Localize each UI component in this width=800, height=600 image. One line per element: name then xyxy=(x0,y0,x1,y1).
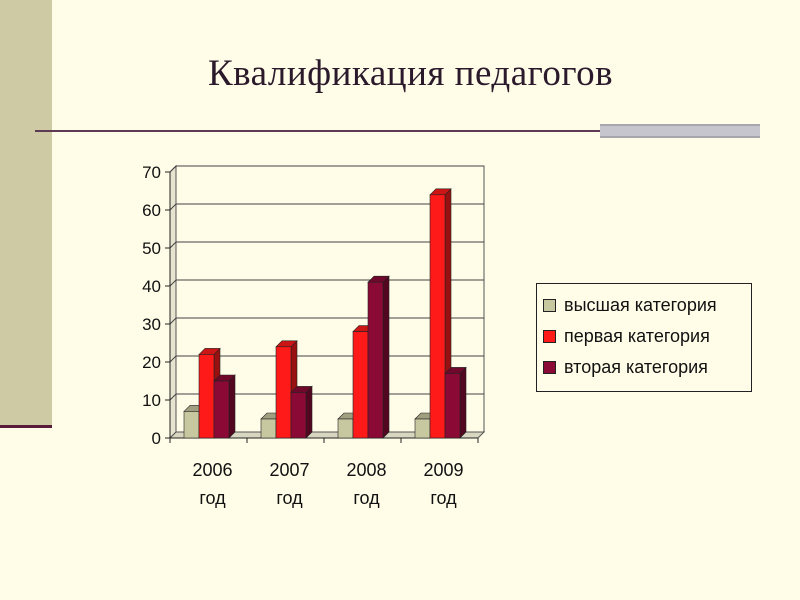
x-tick-label: год xyxy=(353,488,380,508)
y-tick-label: 40 xyxy=(142,277,161,296)
bar xyxy=(290,392,307,439)
title-divider xyxy=(35,130,760,132)
divider-accent-block xyxy=(600,124,760,138)
bar-side xyxy=(305,385,313,439)
y-tick-label: 70 xyxy=(142,163,161,182)
legend-label-second: вторая категория xyxy=(564,357,708,377)
gridline-side xyxy=(169,203,177,211)
page-title: Квалификация педагогов xyxy=(208,53,614,94)
bar xyxy=(367,281,384,439)
legend-label-first: первая категория xyxy=(564,326,710,346)
y-tick-label: 0 xyxy=(152,429,161,448)
bar-side xyxy=(459,366,467,439)
gridline-side xyxy=(169,241,177,249)
y-tick-label: 20 xyxy=(142,353,161,372)
bar xyxy=(183,411,200,439)
gridline-side xyxy=(169,393,177,401)
legend-label-highest: высшая категория xyxy=(564,295,717,315)
bar xyxy=(213,380,230,439)
x-tick-label: год xyxy=(430,488,457,508)
legend-swatch-first xyxy=(543,330,556,343)
bar xyxy=(414,418,431,439)
x-tick-label: год xyxy=(276,488,303,508)
left-decor-band xyxy=(0,0,52,427)
gridline-side xyxy=(169,279,177,287)
y-tick-label: 60 xyxy=(142,201,161,220)
bar xyxy=(260,418,277,439)
gridline-side xyxy=(169,355,177,363)
legend-swatch-highest xyxy=(543,299,556,312)
y-tick-label: 30 xyxy=(142,315,161,334)
bar xyxy=(429,194,446,439)
left-decor-line xyxy=(0,425,52,428)
bar-side xyxy=(382,275,390,439)
chart-legend: высшая категория первая категория вторая… xyxy=(536,283,752,392)
x-tick-label: 2009 xyxy=(423,460,463,480)
bar xyxy=(444,373,461,439)
legend-item-first: первая категория xyxy=(537,321,751,352)
bar xyxy=(275,346,292,439)
gridline-side xyxy=(169,317,177,325)
legend-item-second: вторая категория xyxy=(537,352,751,383)
legend-swatch-second xyxy=(543,361,556,374)
x-tick-label: 2008 xyxy=(346,460,386,480)
x-tick-label: 2006 xyxy=(192,460,232,480)
bar-side xyxy=(228,374,236,439)
x-tick-label: 2007 xyxy=(269,460,309,480)
gridline-side xyxy=(169,165,177,173)
y-tick-label: 10 xyxy=(142,391,161,410)
bar xyxy=(337,418,354,439)
bar xyxy=(352,331,369,439)
x-tick-label: год xyxy=(199,488,226,508)
legend-item-highest: высшая категория xyxy=(537,290,751,321)
y-tick-label: 50 xyxy=(142,239,161,258)
bar xyxy=(198,354,215,439)
